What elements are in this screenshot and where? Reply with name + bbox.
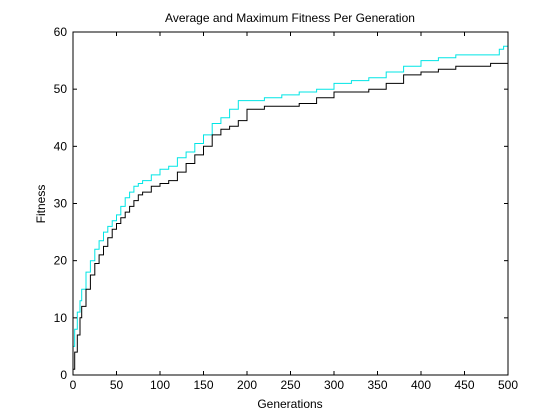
y-tick-label-2: 20 [54,254,68,268]
x-tick-label-1: 50 [110,378,124,392]
x-axis-label: Generations [257,397,322,411]
x-tick-label-5: 250 [280,378,300,392]
series-line-0 [73,37,509,347]
y-tick-label-1: 10 [54,311,68,325]
y-tick-label-5: 50 [54,82,68,96]
x-tick-label-4: 200 [237,378,257,392]
x-tick-label-9: 450 [454,378,474,392]
plot-area [73,37,509,370]
x-tick-label-6: 300 [324,378,344,392]
x-tick-label-0: 0 [70,378,77,392]
y-axis-label: Fitness [34,185,48,224]
x-tick-label-3: 150 [193,378,213,392]
x-tick-label-8: 400 [411,378,431,392]
x-tick-label-2: 100 [150,378,170,392]
chart-title: Average and Maximum Fitness Per Generati… [165,11,415,25]
y-tick-label-4: 40 [54,139,68,153]
series-line-1 [73,60,509,370]
y-tick-label-6: 60 [54,25,68,39]
x-tick-label-10: 500 [498,378,518,392]
axes: 0 50 100 150 200 250 300 350 400 450 500 0 10 20 30 40 5… [54,25,519,392]
y-tick-label-0: 0 [60,368,67,382]
x-tick-label-7: 350 [367,378,387,392]
y-tick-label-3: 30 [54,197,68,211]
